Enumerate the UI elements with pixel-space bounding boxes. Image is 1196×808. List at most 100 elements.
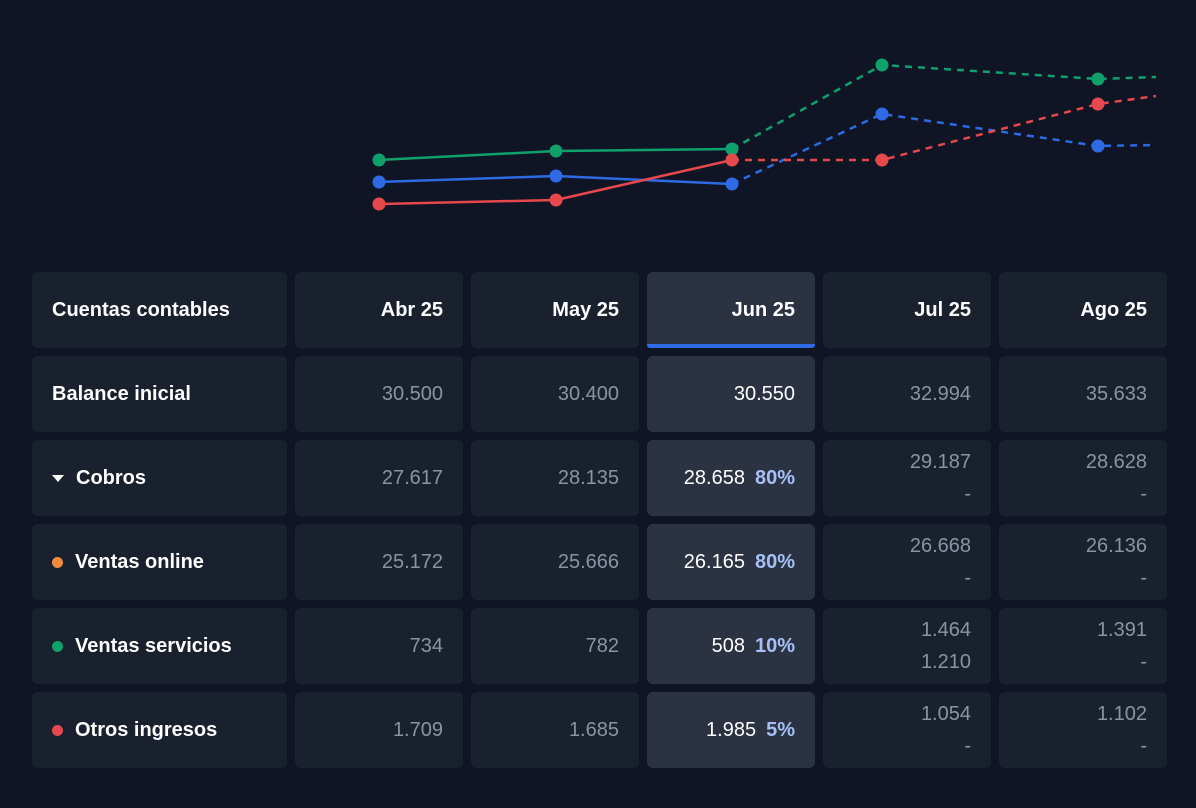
table-header-label: Cuentas contables xyxy=(32,272,287,348)
value-text: 782 xyxy=(585,634,619,657)
forecast-value: - xyxy=(964,483,971,505)
value-text: 29.187 xyxy=(909,451,971,473)
row-label: Ventas online xyxy=(32,524,287,600)
value-cell: 1.102 - xyxy=(999,692,1167,768)
value-cell: 29.187 - xyxy=(823,440,991,516)
row-label-text: Cobros xyxy=(76,466,146,489)
value-cell: 30.550 xyxy=(647,356,815,432)
accounts-table: Cuentas contables Abr 25 May 25 Jun 25 Jul 2… xyxy=(32,272,1167,768)
value-cell: 1.709 xyxy=(295,692,463,768)
value-text: 26.136 xyxy=(1085,535,1147,557)
value-cell: 26.165 80% xyxy=(647,524,815,600)
value-cell: 782 xyxy=(471,608,639,684)
row-label: Balance inicial xyxy=(32,356,287,432)
month-header-1[interactable]: May 25 xyxy=(471,272,639,348)
value-text: 734 xyxy=(409,634,443,657)
value-cell: 1.985 5% xyxy=(647,692,815,768)
data-point[interactable] xyxy=(875,107,889,121)
month-header-0[interactable]: Abr 25 xyxy=(295,272,463,348)
forecast-value: - xyxy=(1140,735,1147,757)
value-cell: 28.135 xyxy=(471,440,639,516)
value-text: 30.400 xyxy=(557,382,619,405)
value-text: 508 xyxy=(711,634,745,657)
value-text: 30.550 xyxy=(733,382,795,405)
data-point[interactable] xyxy=(372,175,386,189)
series-line-forecast xyxy=(731,112,1157,186)
row-label[interactable]: Cobros xyxy=(32,440,287,516)
data-point[interactable] xyxy=(549,193,563,207)
value-cell: 26.136 - xyxy=(999,524,1167,600)
value-text: 25.172 xyxy=(381,550,443,573)
value-cell: 30.500 xyxy=(295,356,463,432)
month-header-4[interactable]: Ago 25 xyxy=(999,272,1167,348)
value-text: 27.617 xyxy=(381,466,443,489)
row-label-text: Balance inicial xyxy=(52,382,191,405)
series-dot-icon xyxy=(52,724,63,736)
value-text: 28.658 xyxy=(683,466,745,489)
value-text: 1.054 xyxy=(920,703,971,725)
month-header-2[interactable]: Jun 25 xyxy=(647,272,815,348)
value-cell: 1.054 - xyxy=(823,692,991,768)
data-point[interactable] xyxy=(372,197,386,211)
value-text: 1.391 xyxy=(1096,619,1147,641)
value-cell: 25.666 xyxy=(471,524,639,600)
value-text: 26.668 xyxy=(909,535,971,557)
value-cell: 28.658 80% xyxy=(647,440,815,516)
value-cell: 27.617 xyxy=(295,440,463,516)
data-point[interactable] xyxy=(1091,139,1105,153)
forecast-value: - xyxy=(964,735,971,757)
value-text: 30.500 xyxy=(381,382,443,405)
row-label-text: Otros ingresos xyxy=(75,718,218,741)
value-text: 1.709 xyxy=(392,718,443,741)
row-label-text: Ventas online xyxy=(75,550,204,573)
data-point[interactable] xyxy=(372,153,386,167)
value-cell: 26.668 - xyxy=(823,524,991,600)
value-cell: 734 xyxy=(295,608,463,684)
series-line-forecast xyxy=(731,63,1157,151)
value-text: 32.994 xyxy=(909,382,971,405)
data-point[interactable] xyxy=(875,153,889,167)
data-point[interactable] xyxy=(725,153,739,167)
percent-value: 80% xyxy=(754,466,795,489)
series-dot-icon xyxy=(52,640,63,652)
value-cell: 508 10% xyxy=(647,608,815,684)
value-cell: 1.464 1.210 xyxy=(823,608,991,684)
value-cell: 1.685 xyxy=(471,692,639,768)
trend-chart xyxy=(372,58,1157,211)
forecast-value: - xyxy=(1140,651,1147,673)
row-label: Ventas servicios xyxy=(32,608,287,684)
value-cell: 25.172 xyxy=(295,524,463,600)
value-cell: 30.400 xyxy=(471,356,639,432)
data-point[interactable] xyxy=(549,169,563,183)
value-text: 28.135 xyxy=(557,466,619,489)
row-label-text: Ventas servicios xyxy=(75,634,232,657)
value-text: 25.666 xyxy=(557,550,619,573)
forecast-value: - xyxy=(1140,483,1147,505)
value-text: 1.102 xyxy=(1096,703,1147,725)
caret-down-icon[interactable] xyxy=(52,474,64,482)
value-text: 26.165 xyxy=(683,550,745,573)
data-point[interactable] xyxy=(1091,72,1105,86)
data-point[interactable] xyxy=(875,58,889,72)
value-text: 1.985 xyxy=(706,718,757,741)
data-point[interactable] xyxy=(725,177,739,191)
value-text: 35.633 xyxy=(1085,382,1147,405)
value-cell: 32.994 xyxy=(823,356,991,432)
forecast-value: - xyxy=(1140,567,1147,589)
percent-value: 80% xyxy=(754,550,795,573)
value-text: 1.464 xyxy=(920,619,971,641)
value-cell: 35.633 xyxy=(999,356,1167,432)
forecast-value: - xyxy=(964,567,971,589)
series-line-forecast xyxy=(732,94,1157,162)
month-header-3[interactable]: Jul 25 xyxy=(823,272,991,348)
value-text: 1.685 xyxy=(568,718,619,741)
series-dot-icon xyxy=(52,556,63,568)
forecast-value: 1.210 xyxy=(920,651,971,673)
data-point[interactable] xyxy=(549,144,563,158)
value-cell: 1.391 - xyxy=(999,608,1167,684)
data-point[interactable] xyxy=(725,142,739,156)
percent-value: 10% xyxy=(754,634,795,657)
data-point[interactable] xyxy=(1091,97,1105,111)
value-text: 28.628 xyxy=(1085,451,1147,473)
percent-value: 5% xyxy=(766,718,795,741)
